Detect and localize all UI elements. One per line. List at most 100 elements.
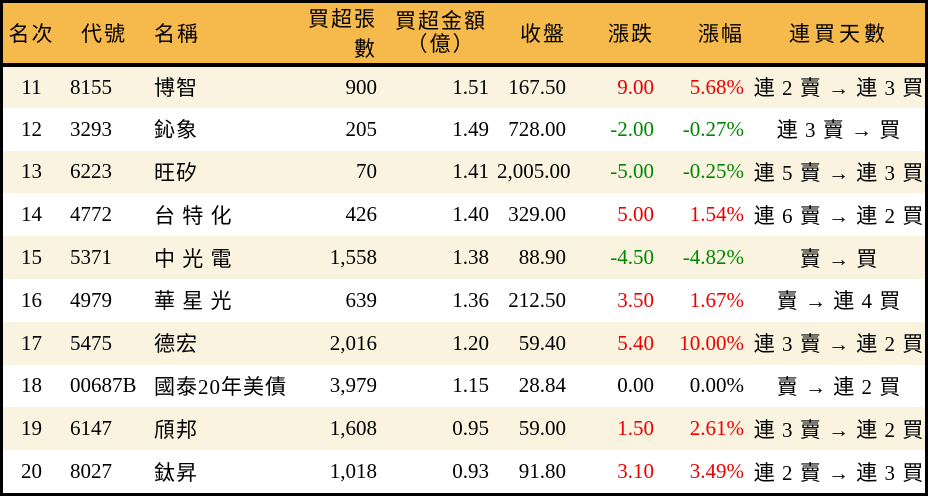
cell-close: 329.00 — [508, 202, 566, 227]
cell-buy-volume: 1,558 — [329, 245, 377, 270]
cell-buy-amount: 0.93 — [452, 459, 489, 484]
cell-streak-days: 連 3 賣 → 買 — [776, 118, 902, 143]
cell-buy-volume: 900 — [345, 74, 378, 99]
cell-code: 8027 — [70, 459, 112, 484]
cell-rank: 17 — [21, 330, 42, 355]
cell-change: 5.00 — [617, 202, 654, 227]
cell-change-pct: 2.61% — [689, 416, 744, 441]
table-row: 16 4979 華 星 光 639 1.36 212.50 3.50 1.67% 賣 → 連 4… — [3, 279, 925, 322]
cell-buy-amount: 1.40 — [452, 202, 489, 227]
cell-change: 1.50 — [617, 416, 654, 441]
cell-buy-amount: 1.41 — [452, 159, 489, 184]
cell-name: 頎邦 — [154, 417, 198, 442]
cell-change: -2.00 — [610, 116, 654, 141]
cell-buy-amount: 1.36 — [452, 287, 489, 312]
cell-rank: 15 — [21, 245, 42, 270]
cell-code: 3293 — [70, 116, 112, 141]
header-buy-volume: 買超張數 — [290, 3, 385, 67]
cell-code: 5371 — [70, 245, 112, 270]
cell-buy-amount: 1.38 — [452, 245, 489, 270]
table-body: 11 8155 博智 900 1.51 167.50 9.00 5.68% 連 2 賣 → 連 … — [3, 65, 925, 493]
cell-change: 3.10 — [617, 459, 654, 484]
header-buy-amount-line2: （億） — [406, 32, 476, 56]
cell-buy-volume: 1,608 — [329, 416, 377, 441]
cell-code: 8155 — [70, 74, 112, 99]
cell-buy-volume: 3,979 — [329, 373, 377, 398]
cell-buy-volume: 426 — [345, 202, 378, 227]
cell-change-pct: -0.27% — [682, 116, 744, 141]
cell-close: 728.00 — [508, 116, 566, 141]
table-row: 19 6147 頎邦 1,608 0.95 59.00 1.50 2.61% 連 3 賣 → 連… — [3, 407, 925, 451]
cell-change-pct: 1.67% — [689, 287, 744, 312]
cell-streak-days: 連 3 賣 → 連 2 買 — [753, 332, 925, 357]
cell-change-pct: 0.00% — [689, 373, 744, 398]
cell-streak-days: 連 5 賣 → 連 3 買 — [753, 160, 925, 185]
cell-change-pct: 10.00% — [679, 330, 744, 355]
cell-code: 6223 — [70, 159, 112, 184]
cell-streak-days: 連 6 賣 → 連 2 買 — [753, 203, 925, 228]
header-rank: 名次 — [3, 3, 60, 67]
cell-name: 中 光 電 — [154, 246, 233, 271]
cell-name: 旺矽 — [154, 160, 198, 185]
cell-close: 91.80 — [518, 459, 566, 484]
cell-change-pct: 1.54% — [689, 202, 744, 227]
cell-rank: 13 — [21, 159, 42, 184]
cell-streak-days: 賣 → 連 2 買 — [776, 374, 902, 399]
cell-name: 德宏 — [154, 332, 198, 357]
cell-change: -4.50 — [610, 245, 654, 270]
cell-buy-amount: 1.51 — [452, 74, 489, 99]
cell-change-pct: 5.68% — [689, 74, 744, 99]
cell-name: 國泰20年美債 — [154, 374, 287, 399]
cell-buy-volume: 205 — [345, 116, 378, 141]
cell-streak-days: 連 3 賣 → 連 2 買 — [753, 417, 925, 442]
cell-buy-volume: 2,016 — [329, 330, 377, 355]
table-row: 20 8027 鈦昇 1,018 0.93 91.80 3.10 3.49% 連 2 賣 → 連… — [3, 450, 925, 493]
cell-close: 2,005.00 — [497, 159, 571, 184]
cell-name: 華 星 光 — [154, 289, 233, 314]
cell-change: 0.00 — [617, 373, 654, 398]
cell-buy-amount: 0.95 — [452, 416, 489, 441]
cell-streak-days: 賣 → 連 4 買 — [776, 289, 902, 314]
cell-code: 00687B — [70, 373, 137, 398]
table-row: 14 4772 台 特 化 426 1.40 329.00 5.00 1.54% 連 6 賣 →… — [3, 193, 925, 236]
cell-buy-volume: 70 — [356, 159, 377, 184]
cell-close: 167.50 — [508, 74, 566, 99]
cell-streak-days: 連 2 賣 → 連 3 買 — [753, 76, 925, 101]
cell-streak-days: 連 2 賣 → 連 3 買 — [753, 460, 925, 485]
table-row: 11 8155 博智 900 1.51 167.50 9.00 5.68% 連 2 賣 → 連 … — [3, 65, 925, 108]
cell-close: 59.40 — [518, 330, 566, 355]
cell-name: 台 特 化 — [154, 203, 233, 228]
cell-close: 28.84 — [518, 373, 566, 398]
cell-rank: 18 — [21, 373, 42, 398]
buy-ranking-table: 名次 代號 名稱 買超張數 買超金額 （億） 收盤 漲跌 漲幅 連買天數 11 8… — [3, 3, 925, 493]
cell-buy-volume: 1,018 — [329, 459, 377, 484]
header-row: 名次 代號 名稱 買超張數 買超金額 （億） 收盤 漲跌 漲幅 連買天數 — [3, 3, 925, 67]
cell-name: 鈊象 — [154, 118, 198, 143]
header-change: 漲跌 — [575, 3, 663, 67]
cell-close: 212.50 — [508, 287, 566, 312]
header-streak-days: 連買天數 — [753, 3, 925, 67]
cell-buy-amount: 1.49 — [452, 116, 489, 141]
cell-rank: 14 — [21, 202, 42, 227]
header-name: 名稱 — [148, 3, 290, 67]
cell-rank: 19 — [21, 416, 42, 441]
header-buy-amount: 買超金額 （億） — [385, 3, 497, 67]
cell-rank: 11 — [21, 74, 42, 99]
cell-name: 鈦昇 — [154, 460, 198, 485]
cell-code: 4772 — [70, 202, 112, 227]
cell-change-pct: -0.25% — [682, 159, 744, 184]
table-row: 18 00687B 國泰20年美債 3,979 1.15 28.84 0.00 0.00% 賣 … — [3, 365, 925, 408]
cell-rank: 16 — [21, 287, 42, 312]
cell-buy-amount: 1.15 — [452, 373, 489, 398]
cell-change: -5.00 — [610, 159, 654, 184]
cell-rank: 12 — [21, 116, 42, 141]
cell-buy-amount: 1.20 — [452, 330, 489, 355]
cell-change: 9.00 — [617, 74, 654, 99]
table-row: 17 5475 德宏 2,016 1.20 59.40 5.40 10.00% 連 3 賣 → … — [3, 321, 925, 365]
cell-change: 3.50 — [617, 287, 654, 312]
header-buy-amount-line1: 買超金額 — [395, 9, 487, 33]
table-row: 15 5371 中 光 電 1,558 1.38 88.90 -4.50 -4.82% 賣 → … — [3, 236, 925, 279]
header-close: 收盤 — [497, 3, 575, 67]
cell-change: 5.40 — [617, 330, 654, 355]
cell-code: 6147 — [70, 416, 112, 441]
